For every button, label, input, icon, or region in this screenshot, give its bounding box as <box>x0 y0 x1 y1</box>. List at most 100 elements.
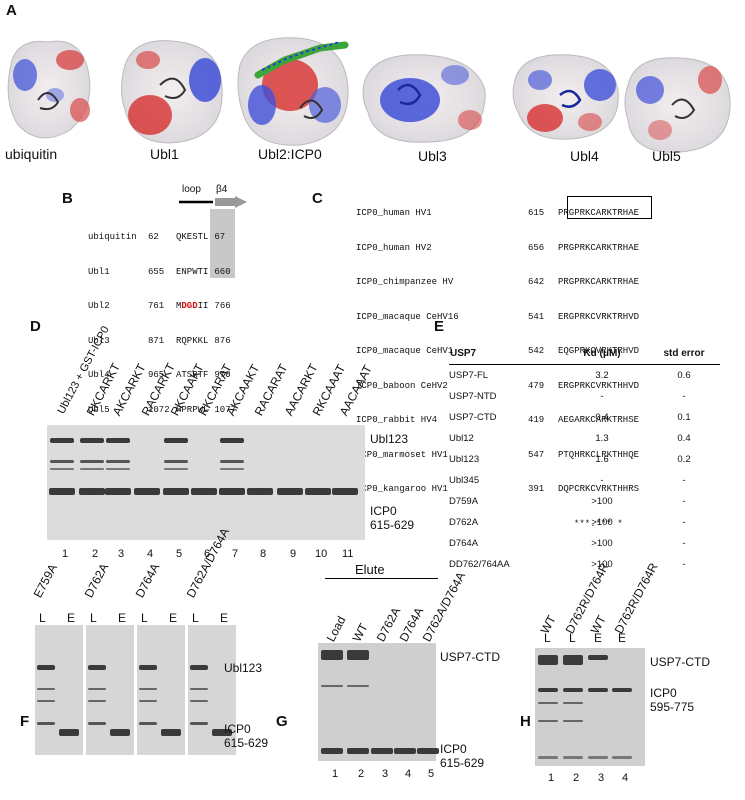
beta4-highlight <box>210 209 235 278</box>
d-band-icp0 <box>305 488 331 495</box>
f-lane-E: E <box>169 611 178 625</box>
kd-cell: Ubl123 <box>449 454 480 465</box>
f-mutant-label: D762A <box>81 561 112 600</box>
h-band-usp7 <box>563 655 583 665</box>
h-lane-sub: L <box>544 631 551 645</box>
kd-cell: 0.4 <box>677 433 691 444</box>
d-band-ubl123 <box>50 438 74 443</box>
d-band-icp0 <box>79 488 105 495</box>
kd-cell: - <box>682 517 686 528</box>
label-ubl2-icp0: Ubl2:ICP0 <box>258 146 322 162</box>
f-band-icp0 <box>161 729 181 736</box>
kd-cell: - <box>600 475 604 486</box>
f-lane-E: E <box>118 611 127 625</box>
d-band-ubl123 <box>220 438 244 443</box>
h-lane-sub: L <box>569 631 576 645</box>
conservation-line: ***.*** * <box>574 518 623 529</box>
h-band-minor <box>563 756 583 759</box>
f-band-minor <box>139 722 157 725</box>
kd-cell: 0.4 <box>595 412 609 423</box>
f-lane-L: L <box>192 611 199 625</box>
label-ubl1: Ubl1 <box>150 146 179 162</box>
f-band-icp0 <box>59 729 79 736</box>
kd-cell: Ubl345 <box>449 475 480 486</box>
f-band-minor <box>88 722 106 725</box>
f-lane-L: L <box>39 611 46 625</box>
kd-row: Ubl123 1.6 0.2 <box>449 449 720 470</box>
d-band-minor <box>80 460 104 463</box>
d-band-icp0 <box>332 488 358 495</box>
d-band-ubl123 <box>106 438 130 443</box>
g-band-icp0 <box>371 748 393 754</box>
d-lane-number: 10 <box>315 548 328 560</box>
ubl3-structure <box>362 54 486 143</box>
g-band-minor <box>321 685 343 687</box>
h-band-minor <box>612 756 632 759</box>
kd-row: D759A >100 - <box>449 491 720 512</box>
d-band-ubl123 <box>164 438 188 443</box>
kd-row: USP7-FL 3.2 0.6 <box>449 365 720 387</box>
d-band-minor <box>164 468 188 470</box>
panel-g-label: G <box>276 713 288 730</box>
kd-cell: - <box>682 391 686 402</box>
h-band-minor <box>563 702 583 704</box>
f-mutant-label: D764A <box>132 561 163 600</box>
ubl2-icp0-structure <box>237 37 349 146</box>
f-lane-L: L <box>90 611 97 625</box>
f-band-minor <box>190 722 208 725</box>
d-band-icp0 <box>134 488 160 495</box>
kd-cell: USP7-NTD <box>449 391 497 402</box>
kd-row: Ubl345 - - <box>449 470 720 491</box>
kd-cell: 0.1 <box>677 412 691 423</box>
kd-cell: - <box>682 559 686 570</box>
kd-cell: 1.3 <box>595 433 609 444</box>
kd-cell: >100 <box>591 538 613 549</box>
loop-label: loop <box>182 184 201 195</box>
d-band-label-icp0: ICP0 615-629 <box>370 504 415 532</box>
g-lane-number: 2 <box>358 768 365 780</box>
kd-cell: - <box>682 475 686 486</box>
kd-cell: 3.2 <box>595 370 609 381</box>
d-lane-number: 9 <box>290 548 297 560</box>
g-lane-number: 5 <box>428 768 435 780</box>
f-band-minor <box>37 700 55 702</box>
kd-cell: - <box>682 538 686 549</box>
d-band-icp0 <box>163 488 189 495</box>
h-band-minor <box>538 702 558 704</box>
kd-cell: 1.6 <box>595 454 609 465</box>
kd-row: Ubl12 1.3 0.4 <box>449 428 720 449</box>
d-band-icp0 <box>191 488 217 495</box>
beta4-label: β4 <box>216 184 228 195</box>
d-band-label-ubl123: Ubl123 <box>370 432 409 446</box>
d-band-minor <box>106 460 130 463</box>
g-band-icp0 <box>417 748 439 754</box>
f-mutant-label: E759A <box>30 561 60 600</box>
h-band-usp7 <box>538 655 558 665</box>
kd-cell: >100 <box>591 496 613 507</box>
kd-cell: D764A <box>449 538 479 549</box>
kd-row: D764A >100 - <box>449 533 720 554</box>
g-band-icp0 <box>347 748 369 754</box>
kd-cell: 0.2 <box>677 454 691 465</box>
label-ubl5: Ubl5 <box>652 148 681 164</box>
f-band-label-ubl123: Ubl123 <box>224 661 263 675</box>
d-band-icp0 <box>105 488 131 495</box>
f-band-minor <box>37 688 55 690</box>
panel-a-label: A <box>6 2 17 19</box>
gel-h <box>535 648 645 766</box>
kd-cell: USP7-CTD <box>449 412 497 423</box>
h-lane-number: 2 <box>573 772 580 784</box>
h-lane-number: 3 <box>598 772 605 784</box>
kd-header-kd: Kd (μM) <box>583 347 621 359</box>
d-band-icp0 <box>49 488 75 495</box>
d-lane-number: 1 <box>62 548 69 560</box>
d-lane-number: 11 <box>342 548 354 560</box>
h-band-minor <box>538 720 558 722</box>
kd-row: USP7-NTD - - <box>449 386 720 407</box>
d-band-ubl123 <box>80 438 104 443</box>
g-lane-number: 3 <box>382 768 389 780</box>
g-lane-number: 4 <box>405 768 412 780</box>
d-band-minor <box>164 460 188 463</box>
f-band-minor <box>190 700 208 702</box>
f-lane-E: E <box>220 611 229 625</box>
